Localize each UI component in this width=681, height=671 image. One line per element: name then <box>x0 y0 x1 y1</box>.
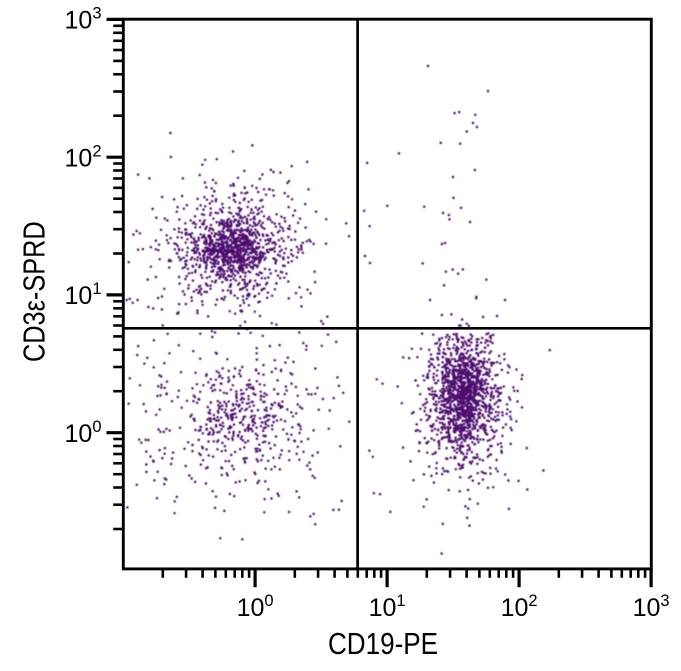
svg-text:102: 102 <box>65 143 102 173</box>
svg-text:CD3ε-SPRD: CD3ε-SPRD <box>17 221 51 362</box>
svg-text:101: 101 <box>65 280 102 310</box>
svg-text:CD19-PE: CD19-PE <box>328 627 438 661</box>
